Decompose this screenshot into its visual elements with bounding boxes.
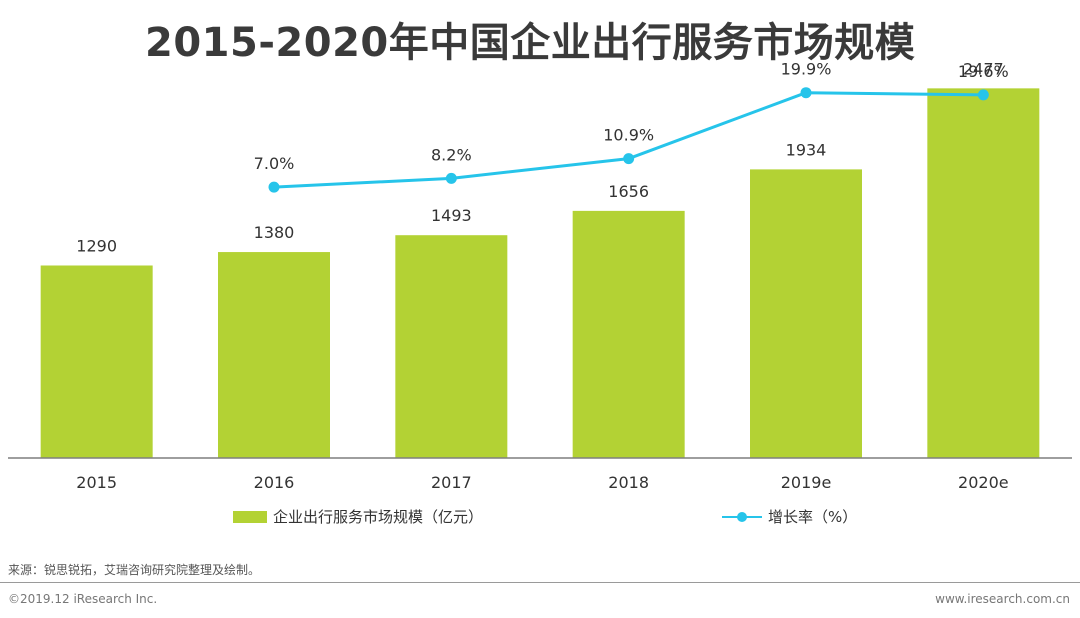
x-tick-label-2016: 2016 — [254, 473, 295, 492]
bar-value-label-2019e: 1934 — [786, 140, 827, 159]
chart-legend: 企业出行服务市场规模（亿元） 增长率（%） — [0, 506, 1080, 530]
growth-rate-point-2019e — [800, 87, 812, 99]
footer-divider — [0, 582, 1080, 583]
growth-rate-label-2016: 7.0% — [254, 154, 295, 173]
chart-title: 2015-2020年中国企业出行服务市场规模 — [145, 20, 916, 66]
x-tick-label-2017: 2017 — [431, 473, 472, 492]
x-tick-label-2015: 2015 — [76, 473, 117, 492]
growth-rate-label-2020e: 19.6% — [958, 62, 1009, 81]
bar-value-label-2017: 1493 — [431, 206, 472, 225]
growth-rate-point-2020e — [977, 89, 989, 101]
growth-rate-point-2018 — [623, 153, 635, 165]
x-tick-label-2019e: 2019e — [781, 473, 832, 492]
bar-2015 — [40, 265, 153, 458]
bar-2016 — [218, 252, 330, 458]
x-tick-label-2020e: 2020e — [958, 473, 1009, 492]
bar-2020e — [927, 88, 1040, 459]
growth-rate-point-2017 — [445, 172, 457, 184]
bar-value-label-2016: 1380 — [254, 223, 295, 242]
copyright-text: ©2019.12 iResearch Inc. — [8, 592, 158, 606]
growth-rate-point-2016 — [268, 181, 280, 193]
x-tick-label-2018: 2018 — [608, 473, 649, 492]
legend-label-growth-rate: 增长率（%） — [768, 508, 858, 526]
bar-value-label-2020e: 2477 — [963, 59, 1004, 78]
website-link[interactable]: www.iresearch.com.cn — [935, 592, 1070, 606]
bar-2018 — [572, 210, 685, 458]
growth-rate-label-2019e: 19.9% — [781, 60, 832, 79]
legend-item-growth-rate: 增长率（%） — [722, 506, 857, 527]
legend-line-swatch — [722, 511, 762, 523]
bar-2017 — [395, 235, 508, 458]
legend-label-market-size: 企业出行服务市场规模（亿元） — [273, 508, 484, 526]
legend-bar-swatch — [233, 510, 267, 523]
growth-rate-label-2018: 10.9% — [603, 126, 654, 145]
bar-value-label-2018: 1656 — [608, 182, 649, 201]
bar-2019e — [750, 169, 862, 458]
legend-item-market-size: 企业出行服务市场规模（亿元） — [233, 506, 483, 527]
bar-value-label-2015: 1290 — [76, 236, 117, 255]
source-note: 来源：锐思锐拓，艾瑞咨询研究院整理及绘制。 — [8, 563, 261, 577]
growth-rate-label-2017: 8.2% — [431, 145, 472, 164]
